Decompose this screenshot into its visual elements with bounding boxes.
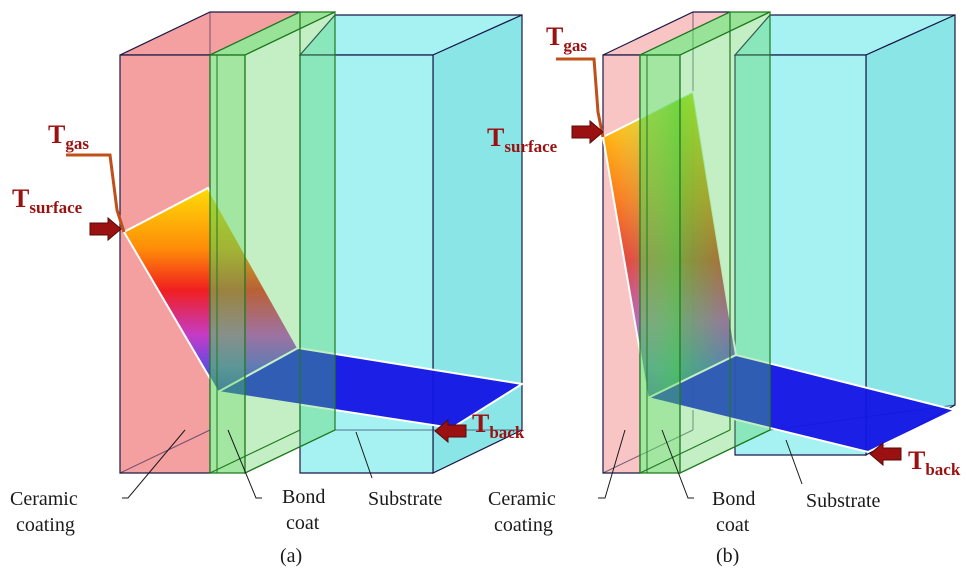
ceramic-label-line2-a: coating	[16, 514, 75, 536]
back-arrow-b	[869, 441, 902, 467]
t-back-label-a: Tback	[472, 409, 525, 442]
ceramic-label-line2-b: coating	[494, 514, 553, 536]
t-gas-label-a: Tgas	[48, 120, 89, 153]
ceramic-leader-b	[598, 429, 626, 499]
caption-a: (a)	[280, 545, 302, 567]
surface-arrow-b	[571, 119, 604, 145]
bond-coat-b	[639, 11, 771, 474]
ceramic-label-line1-b: Ceramic	[488, 488, 556, 510]
caption-b: (b)	[716, 545, 739, 567]
substrate-leader-b	[785, 439, 803, 485]
bond-label-line2-b: coat	[716, 514, 750, 536]
substrate-leader-a	[355, 431, 373, 479]
t-back-label-b: Tback	[908, 446, 961, 479]
t-gas-label-b: Tgas	[546, 22, 587, 55]
back-arrow-a	[434, 418, 467, 444]
bond-label-line1-b: Bond	[712, 488, 755, 510]
bond-coat-a	[209, 11, 336, 474]
bond-leader-b	[661, 429, 694, 499]
bond-leader-a	[227, 429, 262, 499]
substrate-label-a: Substrate	[368, 488, 443, 510]
ceramic-leader-a	[122, 429, 186, 499]
gas-temperature-line-a	[66, 153, 126, 233]
panel-b: Tgas Tsurface Tback Ceramic coating Bond…	[487, 11, 961, 567]
substrate-label-b: Substrate	[806, 490, 881, 512]
substrate-block-b	[733, 14, 956, 457]
gas-temperature-line-b	[556, 57, 605, 138]
panel-a: Tgas Tsurface Tback Ceramic coating Bond…	[10, 11, 525, 567]
bond-label-line1-a: Bond	[282, 486, 325, 508]
t-surface-label-a: Tsurface	[12, 184, 83, 217]
t-surface-label-b: Tsurface	[487, 123, 558, 156]
ceramic-label-line1-a: Ceramic	[10, 488, 78, 510]
bond-label-line2-a: coat	[286, 512, 320, 534]
surface-arrow-a	[89, 216, 122, 242]
